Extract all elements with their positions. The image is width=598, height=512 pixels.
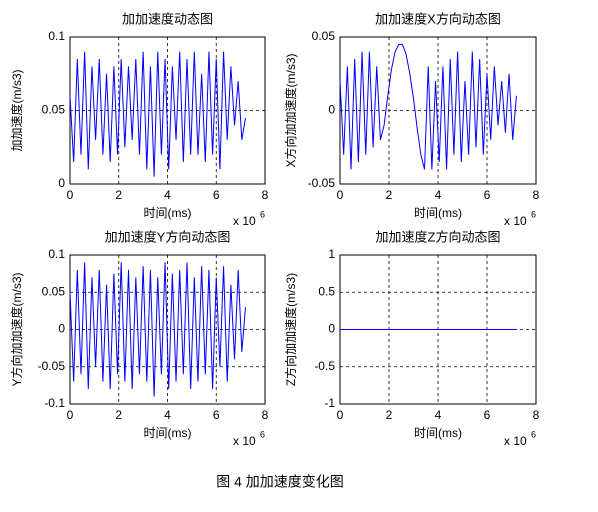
x-tick-label: 2 (115, 408, 122, 422)
x-tick-label: 6 (484, 408, 491, 422)
axes-box (69, 36, 266, 185)
x-exponent-base: x 10 (504, 214, 527, 228)
y-axis-label: Z方向加加速度(m/s3) (283, 273, 298, 386)
y-axis-label: X方向加加速度(m/s3) (283, 53, 298, 167)
axes-box (69, 254, 266, 405)
x-axis-label: 时间(ms) (144, 206, 192, 220)
x-tick-label: 0 (67, 188, 74, 202)
y-axis-label: 加加速度(m/s3) (9, 69, 24, 151)
y-tick-label: 0.05 (42, 284, 66, 298)
x-tick-label: 6 (213, 408, 220, 422)
x-exponent-base: x 10 (504, 434, 527, 448)
y-tick-label: -0.05 (38, 359, 66, 373)
y-tick-label: -1 (324, 396, 335, 410)
x-exponent-power: 6 (260, 429, 265, 439)
y-tick-label: 0.05 (312, 29, 336, 43)
y-tick-label: 0.1 (48, 29, 65, 43)
x-tick-label: 0 (337, 408, 344, 422)
x-exponent-power: 6 (531, 429, 536, 439)
y-tick-label: -0.5 (314, 359, 335, 373)
x-tick-label: 6 (213, 188, 220, 202)
x-tick-label: 8 (262, 188, 269, 202)
y-tick-label: 0 (328, 103, 335, 117)
chart-title: 加加速度X方向动态图 (375, 11, 501, 26)
x-tick-label: 0 (337, 188, 344, 202)
x-axis-label: 时间(ms) (414, 426, 462, 440)
y-axis-label: Y方向加加速度(m/s3) (9, 272, 24, 386)
x-tick-label: 0 (67, 408, 74, 422)
data-line (69, 51, 246, 177)
y-tick-label: 0 (58, 322, 65, 336)
x-tick-label: 2 (386, 188, 393, 202)
data-line (69, 262, 246, 397)
x-tick-label: 6 (484, 188, 491, 202)
x-tick-label: 8 (262, 408, 269, 422)
y-tick-label: 0.05 (42, 103, 66, 117)
x-exponent-base: x 10 (233, 214, 256, 228)
y-tick-label: 0 (58, 176, 65, 190)
x-tick-label: 2 (115, 188, 122, 202)
x-tick-label: 8 (533, 188, 540, 202)
chart-title: 加加速度动态图 (122, 11, 213, 26)
x-tick-label: 4 (164, 188, 171, 202)
x-exponent-base: x 10 (233, 434, 256, 448)
data-line (339, 43, 517, 170)
x-axis-label: 时间(ms) (414, 206, 462, 220)
figure-caption: 图 4 加加速度变化图 (216, 474, 344, 490)
y-tick-label: -0.1 (44, 396, 65, 410)
y-tick-label: 0.5 (318, 284, 335, 298)
x-tick-label: 4 (435, 188, 442, 202)
y-tick-label: 0 (328, 322, 335, 336)
y-tick-label: -0.05 (308, 176, 336, 190)
x-exponent-power: 6 (260, 209, 265, 219)
x-tick-label: 2 (386, 408, 393, 422)
x-tick-label: 8 (533, 408, 540, 422)
chart-title: 加加速度Y方向动态图 (105, 229, 231, 244)
axes-box (339, 36, 537, 185)
y-tick-label: 0.1 (48, 247, 65, 261)
x-axis-label: 时间(ms) (144, 426, 192, 440)
x-tick-label: 4 (164, 408, 171, 422)
y-tick-label: 1 (328, 247, 335, 261)
x-exponent-power: 6 (531, 209, 536, 219)
x-tick-label: 4 (435, 408, 442, 422)
chart-title: 加加速度Z方向动态图 (376, 229, 501, 244)
